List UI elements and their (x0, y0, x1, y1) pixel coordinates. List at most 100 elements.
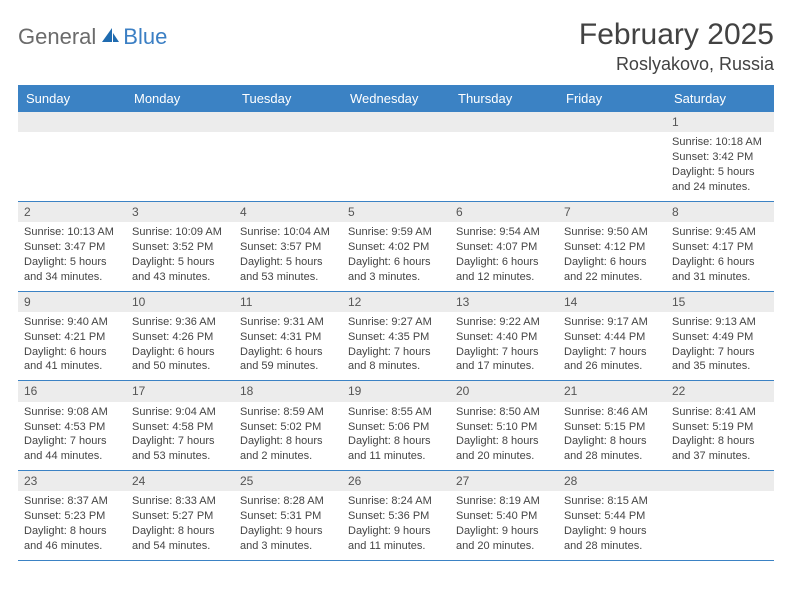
calendar-row: 23Sunrise: 8:37 AMSunset: 5:23 PMDayligh… (18, 471, 774, 561)
day-header: Sunday (18, 86, 126, 112)
calendar-cell: 7Sunrise: 9:50 AMSunset: 4:12 PMDaylight… (558, 201, 666, 291)
day-number: 27 (450, 471, 558, 491)
sunset-text: Sunset: 3:47 PM (24, 240, 120, 255)
daylight-text: Daylight: 8 hours and 37 minutes. (672, 434, 768, 464)
daylight-text: Daylight: 8 hours and 20 minutes. (456, 434, 552, 464)
day-body: Sunrise: 9:59 AMSunset: 4:02 PMDaylight:… (342, 222, 450, 290)
day-number: 19 (342, 381, 450, 401)
day-body: Sunrise: 10:18 AMSunset: 3:42 PMDaylight… (666, 132, 774, 200)
daylight-text: Daylight: 6 hours and 59 minutes. (240, 345, 336, 375)
sunrise-text: Sunrise: 8:28 AM (240, 494, 336, 509)
sunrise-text: Sunrise: 8:19 AM (456, 494, 552, 509)
day-body: Sunrise: 9:22 AMSunset: 4:40 PMDaylight:… (450, 312, 558, 380)
calendar-cell (558, 112, 666, 202)
day-number: 18 (234, 381, 342, 401)
sunrise-text: Sunrise: 9:13 AM (672, 315, 768, 330)
day-number (18, 112, 126, 132)
day-header: Monday (126, 86, 234, 112)
day-body: Sunrise: 8:50 AMSunset: 5:10 PMDaylight:… (450, 402, 558, 470)
calendar-cell (126, 112, 234, 202)
daylight-text: Daylight: 9 hours and 3 minutes. (240, 524, 336, 554)
calendar-cell: 15Sunrise: 9:13 AMSunset: 4:49 PMDayligh… (666, 291, 774, 381)
day-body: Sunrise: 10:04 AMSunset: 3:57 PMDaylight… (234, 222, 342, 290)
calendar-cell: 27Sunrise: 8:19 AMSunset: 5:40 PMDayligh… (450, 471, 558, 561)
sunset-text: Sunset: 4:35 PM (348, 330, 444, 345)
calendar-cell: 4Sunrise: 10:04 AMSunset: 3:57 PMDayligh… (234, 201, 342, 291)
day-header: Saturday (666, 86, 774, 112)
calendar-cell: 3Sunrise: 10:09 AMSunset: 3:52 PMDayligh… (126, 201, 234, 291)
calendar-cell (234, 112, 342, 202)
daylight-text: Daylight: 9 hours and 28 minutes. (564, 524, 660, 554)
sunrise-text: Sunrise: 10:18 AM (672, 135, 768, 150)
sunrise-text: Sunrise: 8:24 AM (348, 494, 444, 509)
daylight-text: Daylight: 6 hours and 22 minutes. (564, 255, 660, 285)
day-body: Sunrise: 9:27 AMSunset: 4:35 PMDaylight:… (342, 312, 450, 380)
day-number: 28 (558, 471, 666, 491)
day-body: Sunrise: 8:55 AMSunset: 5:06 PMDaylight:… (342, 402, 450, 470)
sunrise-text: Sunrise: 9:36 AM (132, 315, 228, 330)
day-body: Sunrise: 9:45 AMSunset: 4:17 PMDaylight:… (666, 222, 774, 290)
sunrise-text: Sunrise: 8:50 AM (456, 405, 552, 420)
day-header: Wednesday (342, 86, 450, 112)
calendar-cell (18, 112, 126, 202)
daylight-text: Daylight: 6 hours and 41 minutes. (24, 345, 120, 375)
daylight-text: Daylight: 7 hours and 35 minutes. (672, 345, 768, 375)
day-number: 6 (450, 202, 558, 222)
day-number: 4 (234, 202, 342, 222)
day-number: 10 (126, 292, 234, 312)
day-body: Sunrise: 9:31 AMSunset: 4:31 PMDaylight:… (234, 312, 342, 380)
day-number: 13 (450, 292, 558, 312)
day-body: Sunrise: 9:17 AMSunset: 4:44 PMDaylight:… (558, 312, 666, 380)
logo-sail-icon (100, 26, 120, 49)
sunset-text: Sunset: 5:02 PM (240, 420, 336, 435)
sunset-text: Sunset: 5:27 PM (132, 509, 228, 524)
day-body: Sunrise: 9:54 AMSunset: 4:07 PMDaylight:… (450, 222, 558, 290)
sunset-text: Sunset: 4:49 PM (672, 330, 768, 345)
calendar-cell: 2Sunrise: 10:13 AMSunset: 3:47 PMDayligh… (18, 201, 126, 291)
day-number: 11 (234, 292, 342, 312)
sunset-text: Sunset: 4:40 PM (456, 330, 552, 345)
day-header-row: Sunday Monday Tuesday Wednesday Thursday… (18, 86, 774, 112)
day-body: Sunrise: 8:15 AMSunset: 5:44 PMDaylight:… (558, 491, 666, 559)
sunrise-text: Sunrise: 8:55 AM (348, 405, 444, 420)
day-number: 12 (342, 292, 450, 312)
daylight-text: Daylight: 5 hours and 34 minutes. (24, 255, 120, 285)
day-number: 16 (18, 381, 126, 401)
sunset-text: Sunset: 3:52 PM (132, 240, 228, 255)
daylight-text: Daylight: 8 hours and 46 minutes. (24, 524, 120, 554)
daylight-text: Daylight: 7 hours and 44 minutes. (24, 434, 120, 464)
day-body: Sunrise: 8:41 AMSunset: 5:19 PMDaylight:… (666, 402, 774, 470)
daylight-text: Daylight: 8 hours and 2 minutes. (240, 434, 336, 464)
sunset-text: Sunset: 5:23 PM (24, 509, 120, 524)
logo-text-general: General (18, 24, 96, 50)
calendar-cell: 20Sunrise: 8:50 AMSunset: 5:10 PMDayligh… (450, 381, 558, 471)
day-body: Sunrise: 9:08 AMSunset: 4:53 PMDaylight:… (18, 402, 126, 470)
day-body: Sunrise: 8:24 AMSunset: 5:36 PMDaylight:… (342, 491, 450, 559)
day-body: Sunrise: 10:09 AMSunset: 3:52 PMDaylight… (126, 222, 234, 290)
sunrise-text: Sunrise: 9:17 AM (564, 315, 660, 330)
page-title: February 2025 (579, 18, 774, 52)
sunrise-text: Sunrise: 8:15 AM (564, 494, 660, 509)
calendar-cell: 25Sunrise: 8:28 AMSunset: 5:31 PMDayligh… (234, 471, 342, 561)
day-number: 23 (18, 471, 126, 491)
day-number: 24 (126, 471, 234, 491)
calendar-cell: 26Sunrise: 8:24 AMSunset: 5:36 PMDayligh… (342, 471, 450, 561)
daylight-text: Daylight: 8 hours and 11 minutes. (348, 434, 444, 464)
sunrise-text: Sunrise: 9:40 AM (24, 315, 120, 330)
calendar-cell: 13Sunrise: 9:22 AMSunset: 4:40 PMDayligh… (450, 291, 558, 381)
day-number: 9 (18, 292, 126, 312)
sunrise-text: Sunrise: 8:37 AM (24, 494, 120, 509)
day-number (666, 471, 774, 491)
sunset-text: Sunset: 5:40 PM (456, 509, 552, 524)
daylight-text: Daylight: 7 hours and 53 minutes. (132, 434, 228, 464)
sunset-text: Sunset: 3:42 PM (672, 150, 768, 165)
day-body: Sunrise: 9:50 AMSunset: 4:12 PMDaylight:… (558, 222, 666, 290)
daylight-text: Daylight: 7 hours and 17 minutes. (456, 345, 552, 375)
sunset-text: Sunset: 4:12 PM (564, 240, 660, 255)
day-number: 5 (342, 202, 450, 222)
calendar-cell (450, 112, 558, 202)
calendar-cell: 11Sunrise: 9:31 AMSunset: 4:31 PMDayligh… (234, 291, 342, 381)
calendar-cell: 24Sunrise: 8:33 AMSunset: 5:27 PMDayligh… (126, 471, 234, 561)
day-number: 8 (666, 202, 774, 222)
day-number (342, 112, 450, 132)
